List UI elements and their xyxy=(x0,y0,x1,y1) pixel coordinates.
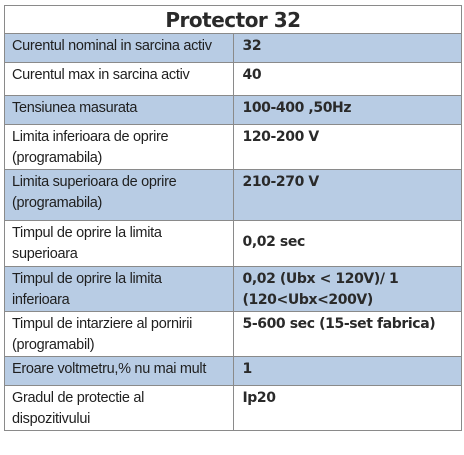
row-value: Ip20 xyxy=(232,385,462,431)
label-line: Timpul de oprire la limita xyxy=(12,271,162,287)
label-line: Limita inferioara de oprire xyxy=(12,129,169,145)
value-line: 1 xyxy=(242,361,253,377)
value-line: 120-200 V xyxy=(242,129,320,145)
table-row: Curentul max in sarcina activ 40 xyxy=(4,62,462,96)
label-line: Curentul max in sarcina activ xyxy=(12,67,190,83)
value-line: 40 xyxy=(242,67,262,83)
row-value: 5-600 sec (15-set fabrica) xyxy=(232,311,462,357)
row-label: Limita superioara de oprire (programabil… xyxy=(4,169,234,221)
row-value: 1 xyxy=(232,356,462,386)
row-value: 100-400 ,50Hz xyxy=(232,95,462,125)
row-label: Curentul nominal in sarcina activ xyxy=(4,33,234,63)
row-label: Limita inferioara de oprire (programabil… xyxy=(4,124,234,170)
value-line: 0,02 (Ubx < 120V)/ 1 xyxy=(242,271,399,287)
label-line: Timpul de oprire la limita xyxy=(12,225,162,241)
row-label: Tensiunea masurata xyxy=(4,95,234,125)
value-line: 5-600 sec (15-set fabrica) xyxy=(242,316,436,332)
value-line: Ip20 xyxy=(242,390,277,406)
table-row: Limita inferioara de oprire (programabil… xyxy=(4,124,462,170)
row-label: Eroare voltmetru,% nu mai mult xyxy=(4,356,234,386)
label-line: Eroare voltmetru,% nu mai mult xyxy=(12,361,207,377)
label-line: (programabil) xyxy=(12,337,95,353)
label-line: (programabila) xyxy=(12,150,103,166)
row-label: Timpul de oprire la limita superioara xyxy=(4,220,234,267)
row-value: 210-270 V xyxy=(232,169,462,221)
table-row: Timpul de intarziere al pornirii (progra… xyxy=(4,311,462,357)
table-row: Timpul de oprire la limita inferioara 0,… xyxy=(4,266,462,312)
value-line: 100-400 ,50Hz xyxy=(242,100,352,116)
label-line: superioara xyxy=(12,246,78,262)
label-line: Limita superioara de oprire xyxy=(12,174,177,190)
table-row: Gradul de protectie al dispozitivului Ip… xyxy=(4,385,462,431)
row-label: Gradul de protectie al dispozitivului xyxy=(4,385,234,431)
table-row: Limita superioara de oprire (programabil… xyxy=(4,169,462,221)
table-row: Curentul nominal in sarcina activ 32 xyxy=(4,33,462,63)
label-line: inferioara xyxy=(12,292,70,308)
label-line: dispozitivului xyxy=(12,411,91,427)
row-label: Timpul de intarziere al pornirii (progra… xyxy=(4,311,234,357)
row-value: 40 xyxy=(232,62,462,96)
label-line: Gradul de protectie al xyxy=(12,390,145,406)
value-line: 32 xyxy=(242,38,262,54)
table-row: Timpul de oprire la limita superioara 0,… xyxy=(4,220,462,267)
value-line: 210-270 V xyxy=(242,174,320,190)
label-line: Curentul nominal in sarcina activ xyxy=(12,38,212,54)
label-line: Tensiunea masurata xyxy=(12,100,138,116)
value-line: 0,02 sec xyxy=(242,234,306,250)
spec-table: Protector 32 Curentul nominal in sarcina… xyxy=(4,5,462,431)
row-value: 120-200 V xyxy=(232,124,462,170)
value-line: (120<Ubx<200V) xyxy=(242,292,374,308)
title-row: Protector 32 xyxy=(4,5,462,34)
table-row: Tensiunea masurata 100-400 ,50Hz xyxy=(4,95,462,125)
row-value: 32 xyxy=(232,33,462,63)
row-label: Timpul de oprire la limita inferioara xyxy=(4,266,234,312)
table-row: Eroare voltmetru,% nu mai mult 1 xyxy=(4,356,462,386)
row-label: Curentul max in sarcina activ xyxy=(4,62,234,96)
label-line: Timpul de intarziere al pornirii xyxy=(12,316,193,332)
label-line: (programabila) xyxy=(12,195,103,211)
table-title: Protector 32 xyxy=(4,5,462,34)
row-value: 0,02 (Ubx < 120V)/ 1 (120<Ubx<200V) xyxy=(232,266,462,312)
row-value: 0,02 sec xyxy=(232,220,462,267)
